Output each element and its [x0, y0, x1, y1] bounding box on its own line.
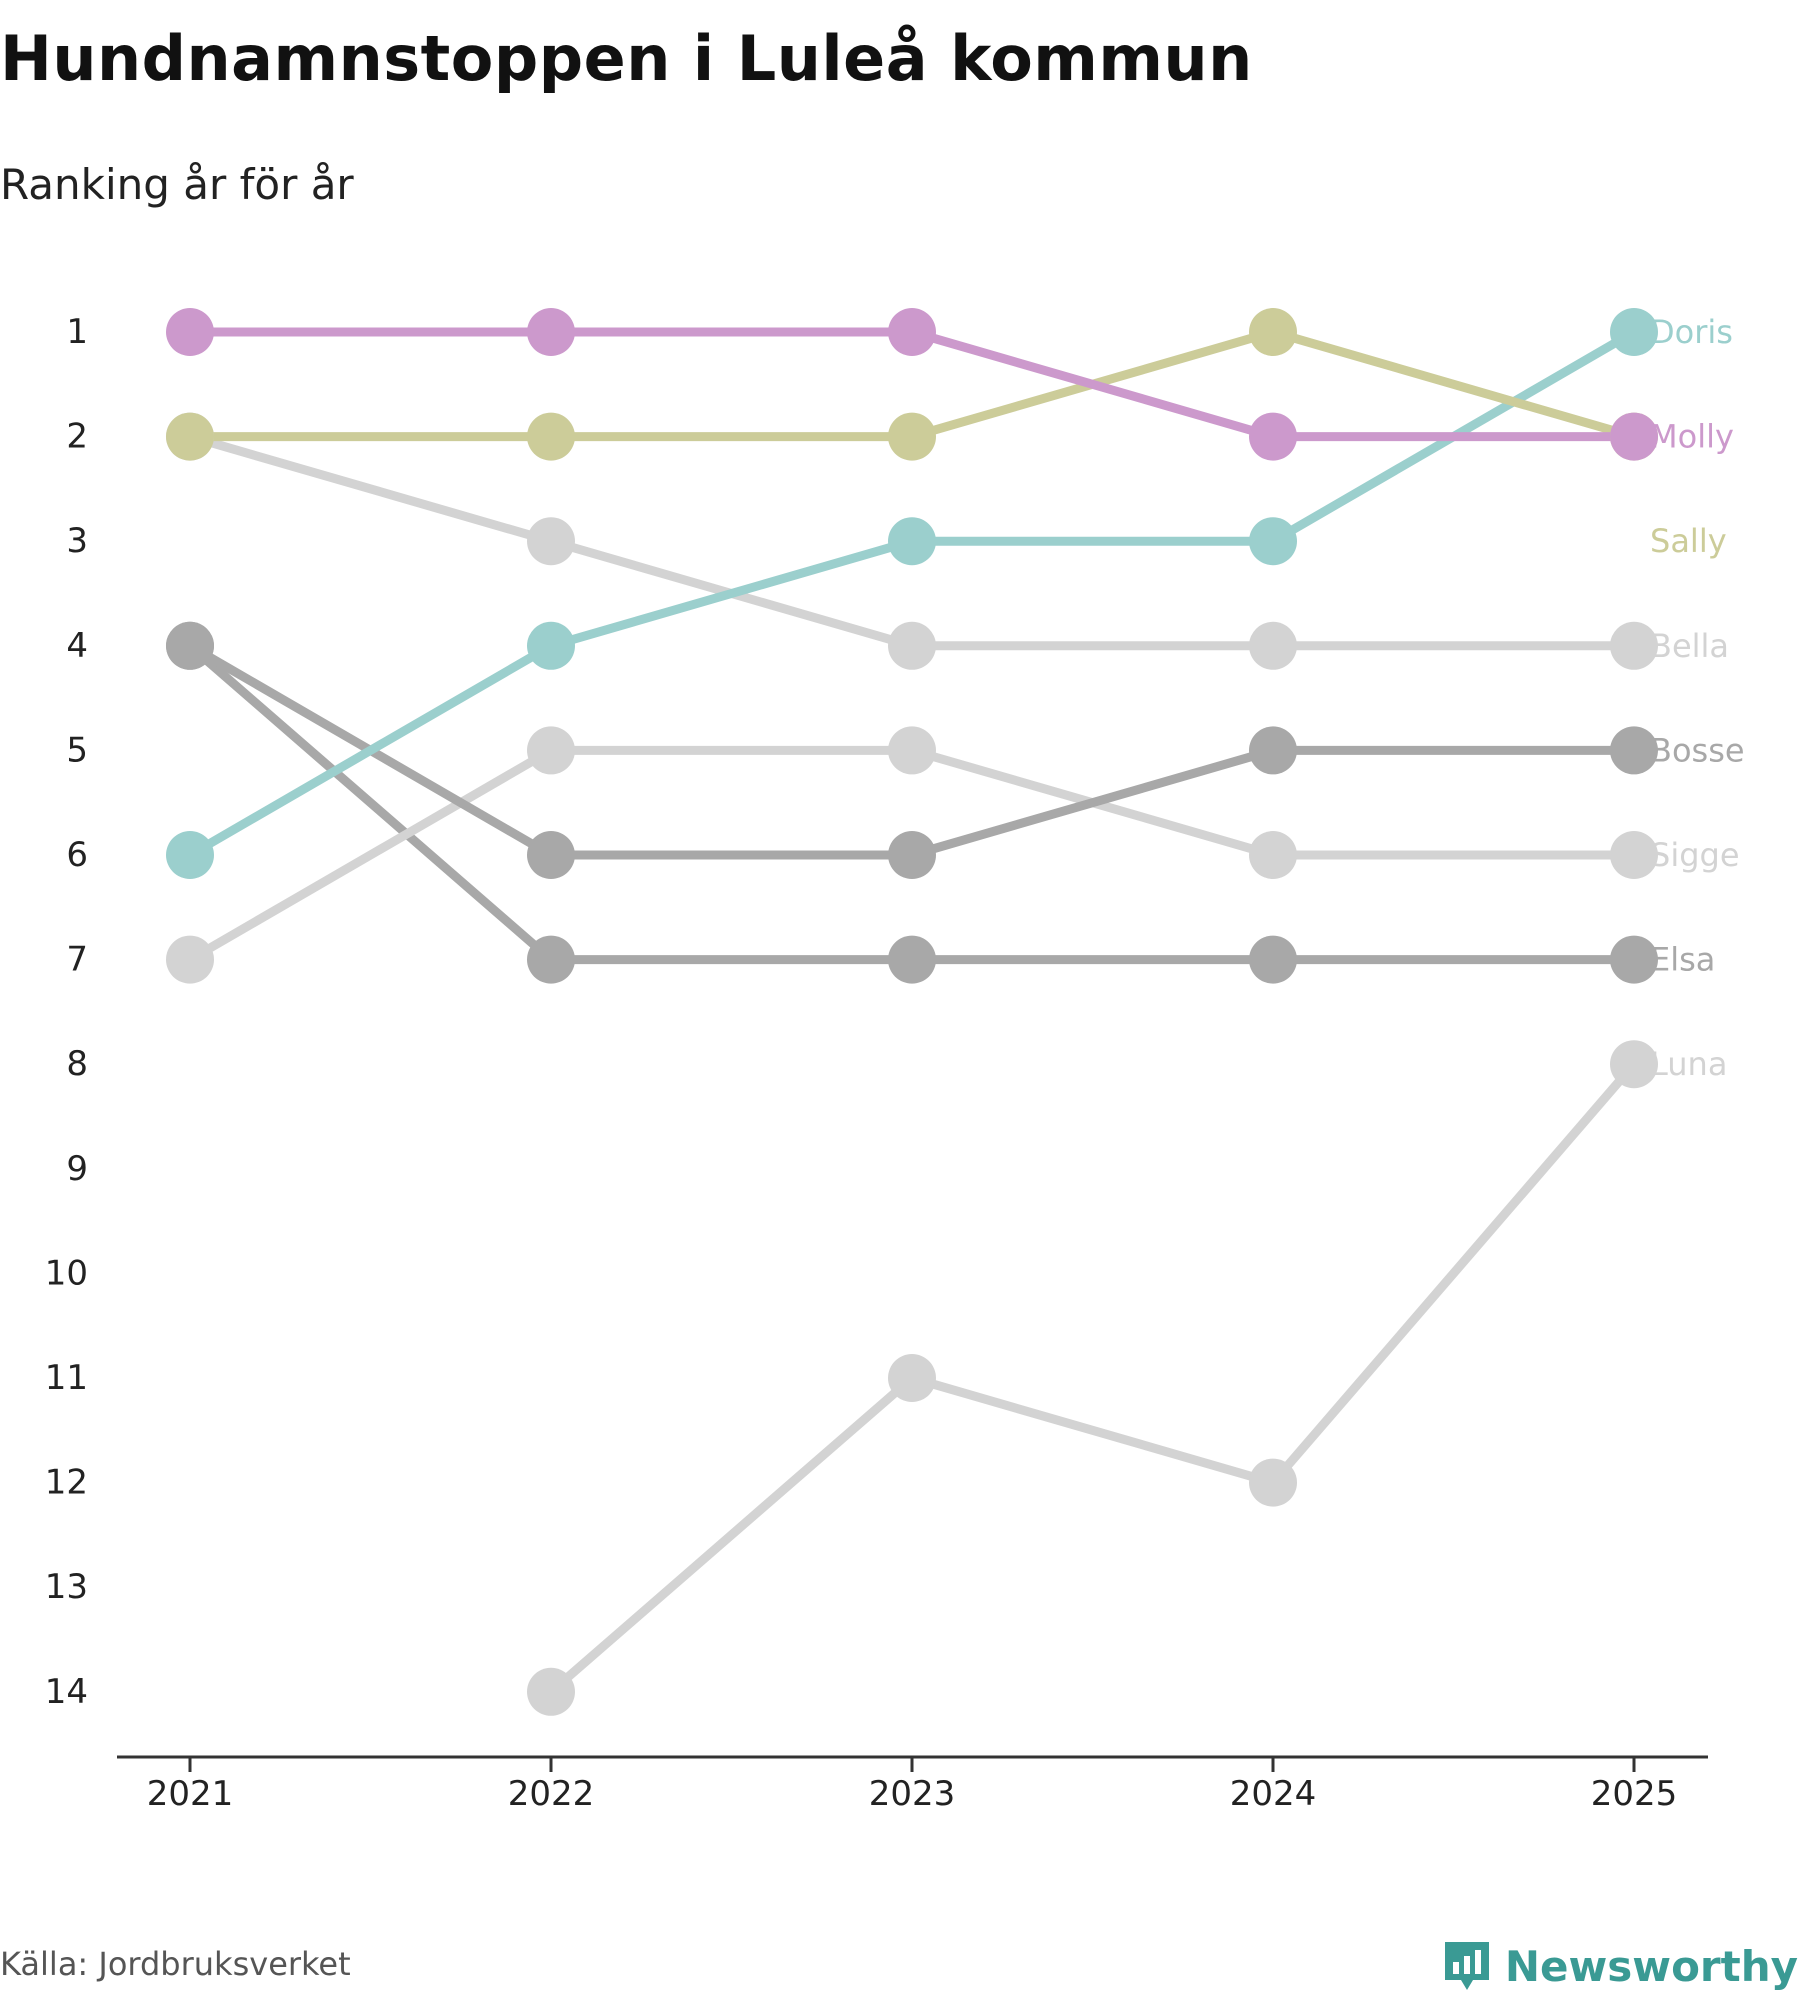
point-bella-2025[interactable]: [1610, 621, 1658, 670]
y-tick-label: 5: [66, 730, 88, 770]
point-sally-2022[interactable]: [527, 412, 575, 461]
point-molly-2023[interactable]: [888, 308, 936, 356]
point-sally-2023[interactable]: [888, 412, 936, 461]
end-label-doris: Doris: [1650, 313, 1733, 351]
point-sigge-2024[interactable]: [1249, 831, 1297, 879]
point-bella-2023[interactable]: [888, 621, 936, 670]
y-tick-label: 4: [66, 626, 88, 666]
point-sally-2024[interactable]: [1249, 308, 1297, 356]
series-line-luna: [546, 1059, 1639, 1697]
x-tick-label: 2023: [869, 1774, 956, 1814]
point-luna-2023[interactable]: [888, 1354, 936, 1402]
point-elsa-2023[interactable]: [888, 935, 936, 984]
point-sigge-2023[interactable]: [888, 726, 936, 775]
y-tick-label: 1: [66, 312, 88, 352]
point-bosse-2025[interactable]: [1610, 726, 1658, 775]
x-tick-label: 2022: [508, 1774, 595, 1814]
series-line-doris: [185, 327, 1639, 860]
point-sigge-2022[interactable]: [527, 726, 575, 775]
y-tick-label: 10: [45, 1253, 88, 1293]
x-axis: 2021 2022 2023 2024 2025: [147, 1757, 1678, 1814]
brand-name: Newsworthy: [1504, 1941, 1798, 1991]
brand-logo[interactable]: Newsworthy: [1441, 1938, 1798, 1994]
point-luna-2025[interactable]: [1610, 1040, 1658, 1089]
source-note: Källa: Jordbruksverket: [0, 1945, 351, 1983]
y-tick-label: 8: [66, 1044, 88, 1084]
newsworthy-logo-icon: [1444, 1942, 1489, 1990]
end-label-molly: Molly: [1650, 418, 1734, 456]
point-bosse-2021[interactable]: [166, 621, 214, 670]
end-label-elsa: Elsa: [1650, 941, 1715, 979]
y-tick-label: 11: [45, 1358, 88, 1398]
point-bosse-2024[interactable]: [1249, 726, 1297, 775]
point-bella-2022[interactable]: [527, 517, 575, 566]
end-labels: Doris Molly Sally Bella Bosse Sigge Elsa Luna: [1650, 313, 1745, 1083]
point-molly-2022[interactable]: [527, 308, 575, 356]
point-doris-2024[interactable]: [1249, 517, 1297, 566]
point-molly-2021[interactable]: [166, 308, 214, 356]
point-luna-2024[interactable]: [1249, 1458, 1297, 1507]
point-doris-2022[interactable]: [527, 621, 575, 670]
y-tick-label: 2: [66, 417, 88, 457]
point-elsa-2024[interactable]: [1249, 935, 1297, 984]
point-bosse-2023[interactable]: [888, 831, 936, 879]
y-tick-label: 7: [66, 940, 88, 980]
point-doris-2021[interactable]: [166, 831, 214, 879]
end-label-sally: Sally: [1650, 522, 1727, 560]
x-tick-label: 2024: [1230, 1774, 1317, 1814]
y-tick-label: 13: [45, 1567, 88, 1607]
end-label-luna: Luna: [1650, 1045, 1727, 1083]
end-label-bosse: Bosse: [1650, 731, 1745, 769]
y-tick-label: 14: [45, 1672, 88, 1712]
y-tick-label: 9: [66, 1149, 88, 1189]
point-doris-2025[interactable]: [1610, 308, 1658, 356]
end-label-sigge: Sigge: [1650, 836, 1740, 874]
x-tick-label: 2025: [1591, 1774, 1678, 1814]
series-points: [166, 308, 1658, 1716]
point-elsa-2022[interactable]: [527, 935, 575, 984]
x-tick-label: 2021: [147, 1774, 234, 1814]
point-molly-2025[interactable]: [1610, 412, 1658, 461]
point-sigge-2025[interactable]: [1610, 831, 1658, 879]
point-doris-2023[interactable]: [888, 517, 936, 566]
series-line-elsa: [185, 641, 1639, 965]
point-sigge-2021[interactable]: [166, 935, 214, 984]
point-bella-2024[interactable]: [1249, 621, 1297, 670]
chart-title: Hundnamnstoppen i Luleå kommun: [0, 22, 1253, 95]
point-luna-2022[interactable]: [527, 1667, 575, 1716]
y-tick-label: 3: [66, 521, 88, 561]
point-molly-2024[interactable]: [1249, 412, 1297, 461]
chart-subtitle: Ranking år för år: [0, 160, 354, 209]
point-bosse-2022[interactable]: [527, 831, 575, 879]
y-tick-label: 6: [66, 835, 88, 875]
point-sally-2021[interactable]: [166, 412, 214, 461]
point-elsa-2025[interactable]: [1610, 935, 1658, 984]
y-tick-label: 12: [45, 1463, 88, 1503]
end-label-bella: Bella: [1650, 627, 1729, 665]
